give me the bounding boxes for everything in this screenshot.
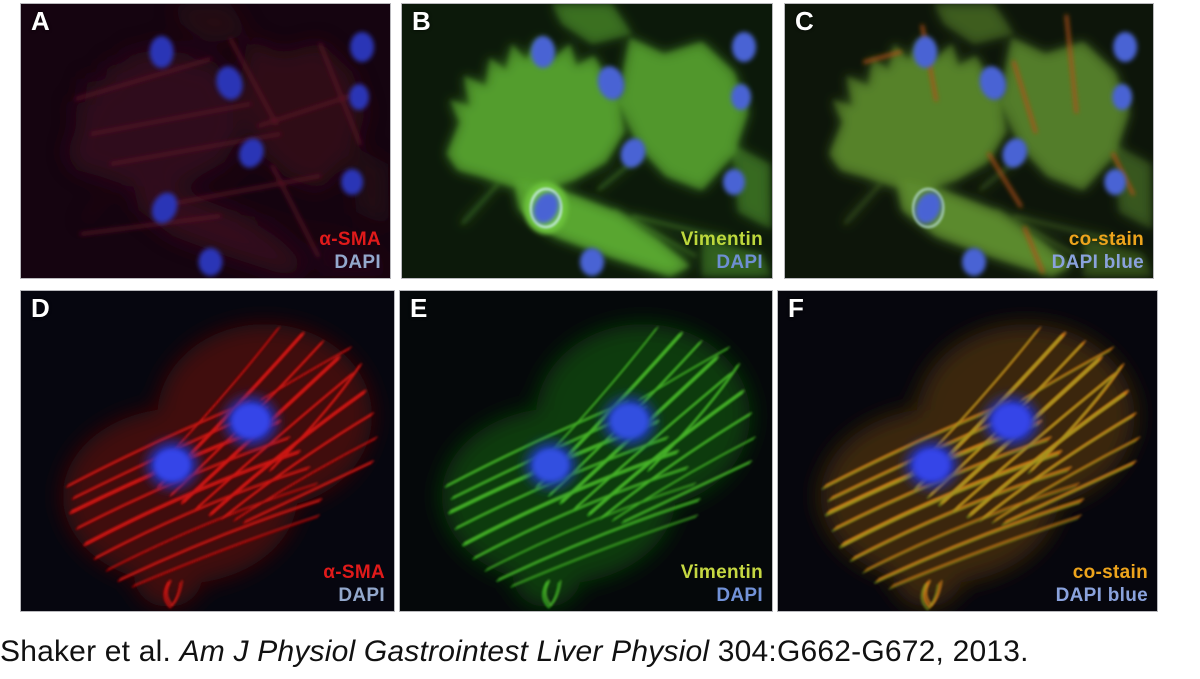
stain-label-alpha-sma: α-SMA: [323, 562, 385, 584]
stain-label-costain: co-stain: [1072, 562, 1148, 584]
stain-label-costain: co-stain: [1068, 229, 1144, 251]
stain-labels: co-stain DAPI blue: [1056, 562, 1148, 608]
stain-label-dapi-blue: DAPI blue: [1055, 585, 1148, 607]
stain-labels: α-SMA DAPI: [323, 562, 385, 608]
panel-c: C co-stain DAPI blue: [784, 3, 1154, 279]
micrograph-f-costain-dapi: [778, 291, 1157, 611]
panel-letter: A: [31, 6, 50, 36]
panel-b: B Vimentin DAPI: [401, 3, 773, 279]
micrograph-c-costain-dapi: [785, 4, 1153, 278]
stain-label-vimentin: Vimentin: [680, 562, 763, 584]
panel-letter: D: [31, 293, 50, 323]
stain-labels: Vimentin DAPI: [681, 229, 763, 275]
stain-labels: α-SMA DAPI: [319, 229, 381, 275]
stain-label-dapi: DAPI: [716, 585, 763, 607]
stain-labels: co-stain DAPI blue: [1052, 229, 1144, 275]
stain-label-dapi-blue: DAPI blue: [1051, 252, 1144, 274]
citation: Shaker et al. Am J Physiol Gastrointest …: [0, 635, 1200, 669]
stain-label-vimentin: Vimentin: [680, 229, 763, 251]
panel-letter: C: [795, 6, 814, 36]
panel-letter: B: [412, 6, 431, 36]
stain-label-dapi: DAPI: [338, 585, 385, 607]
citation-volume-pages-year: 304:G662-G672, 2013.: [709, 635, 1029, 668]
stain-label-dapi: DAPI: [716, 252, 763, 274]
citation-authors: Shaker et al.: [0, 635, 180, 668]
panel-f: F co-stain DAPI blue: [777, 290, 1158, 612]
citation-journal: Am J Physiol Gastrointest Liver Physiol: [179, 635, 710, 668]
panel-e: E Vimentin DAPI: [399, 290, 773, 612]
panel-letter: E: [410, 293, 428, 323]
panel-a: A α-SMA DAPI: [20, 3, 391, 279]
stain-label-alpha-sma: α-SMA: [319, 229, 381, 251]
micrograph-a-alpha-sma-dapi: [21, 4, 390, 278]
panel-d: D α-SMA DAPI: [20, 290, 395, 612]
stain-labels: Vimentin DAPI: [681, 562, 763, 608]
micrograph-b-vimentin-dapi: [402, 4, 772, 278]
panel-letter: F: [788, 293, 804, 323]
stain-label-dapi: DAPI: [334, 252, 381, 274]
micrograph-d-alpha-sma-dapi: [21, 291, 394, 611]
micrograph-e-vimentin-dapi: [400, 291, 772, 611]
